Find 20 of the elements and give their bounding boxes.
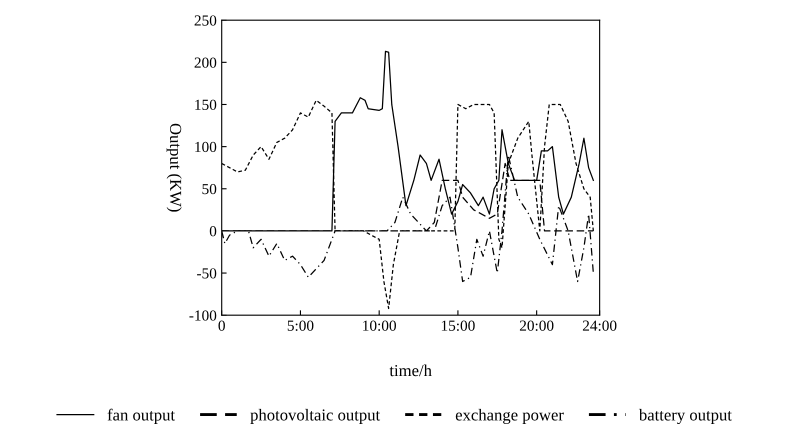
y-tick-label: 250: [194, 15, 216, 26]
x-tick-label: 15:00: [442, 320, 475, 331]
y-axis-title: Output (KW): [166, 124, 182, 212]
y-tick-label: -50: [197, 268, 216, 279]
y-tick-label: 0: [210, 226, 216, 236]
legend-label: photovoltaic output: [250, 408, 380, 424]
y-tick-label: 200: [194, 57, 216, 68]
x-tick-label: 20:00: [520, 320, 554, 331]
x-tick-label: 10:00: [363, 320, 396, 331]
legend-label: battery output: [638, 408, 732, 424]
y-tick-label: 50: [202, 184, 216, 194]
y-tick-label: 100: [195, 142, 216, 152]
x-axis-title: time/h: [390, 364, 432, 376]
legend-label: fan output: [108, 408, 175, 424]
legend-label: exchange power: [456, 408, 564, 424]
y-tick-label: 150: [195, 100, 216, 110]
x-tick-label: 24:00: [582, 320, 616, 331]
x-tick-label: 0: [218, 320, 225, 331]
y-tick-label: -100: [189, 310, 216, 321]
x-tick-label: 5:00: [288, 320, 314, 331]
